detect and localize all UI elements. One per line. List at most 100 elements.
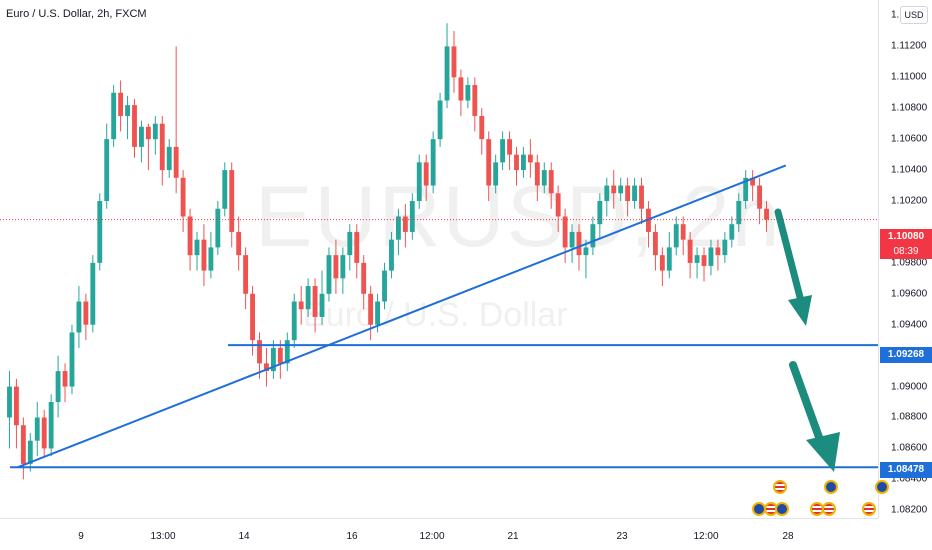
candle-body (375, 301, 381, 325)
candle-body (34, 417, 40, 441)
candle-body (666, 247, 672, 271)
time-tick-label: 12:00 (419, 531, 445, 542)
candle-body (444, 46, 450, 101)
price-tick-label: 1.10400 (891, 164, 928, 176)
candle-body (611, 185, 617, 194)
candle-body (680, 224, 686, 240)
candle-body (180, 177, 186, 217)
candle-body (215, 208, 221, 248)
candle-body (708, 247, 714, 266)
candle-body (194, 239, 200, 256)
candle-body (764, 208, 769, 220)
candle-body (534, 162, 540, 186)
level-1-price-label: 1.09268 (880, 347, 932, 363)
candle-body (48, 402, 54, 449)
candle-body (27, 440, 33, 464)
arrow-down-2-head (806, 432, 840, 472)
candle-body (451, 46, 457, 78)
candle-body (576, 231, 582, 256)
chart-title: Euro / U.S. Dollar, 2h, FXCM (6, 8, 147, 20)
us-event-icon[interactable] (862, 502, 876, 516)
candle-body (145, 126, 151, 140)
candle-body (298, 301, 304, 310)
candle-body (264, 363, 269, 372)
price-tick-label: 1.10600 (891, 133, 928, 145)
time-tick-label: 14 (238, 531, 250, 542)
candle-body (673, 224, 679, 248)
chart-pane[interactable]: EURUSD, 2h Euro / U.S. Dollar Euro / U.S… (0, 0, 878, 518)
time-tick-label: 12:00 (693, 531, 719, 542)
eu-event-icon[interactable] (875, 480, 889, 494)
trendline (17, 164, 787, 469)
candle-body (208, 247, 214, 271)
candle-body (555, 193, 561, 217)
candlestick-plot[interactable] (0, 0, 878, 518)
time-tick-label: 13:00 (150, 531, 176, 542)
candle-body (132, 105, 137, 147)
bar-countdown-label: 08:39 (880, 245, 932, 259)
candle-body (486, 139, 492, 186)
candle-body (507, 139, 512, 155)
candle-body (409, 201, 415, 232)
us-event-icon[interactable] (773, 480, 787, 494)
last-price-label: 1.10080 (880, 229, 932, 245)
candle-body (118, 92, 124, 116)
candle-body (270, 347, 276, 372)
candle-body (368, 293, 374, 325)
candle-body (625, 185, 631, 202)
candle-body (694, 255, 700, 263)
candle-body (500, 139, 506, 163)
candle-body (312, 286, 318, 317)
price-tick-label: 1.09600 (891, 288, 928, 300)
candle-body (701, 255, 707, 266)
candle-body (236, 231, 242, 256)
time-tick-label: 9 (78, 531, 84, 542)
candle-body (659, 255, 665, 271)
currency-button[interactable]: USD (900, 6, 928, 24)
candle-body (173, 146, 179, 178)
price-tick-label: 1.09000 (891, 381, 928, 393)
candle-body (62, 371, 68, 387)
price-tick-label: 1.08200 (891, 504, 928, 516)
candle-body (333, 255, 339, 279)
candle-body (632, 185, 637, 202)
candle-body (479, 115, 485, 140)
candle-body (521, 154, 526, 171)
time-tick-label: 21 (507, 531, 519, 542)
candle-body (55, 371, 61, 403)
candle-body (277, 347, 283, 364)
candle-body (159, 123, 165, 171)
price-tick-label: 1.09400 (891, 319, 928, 331)
candle-body (111, 92, 117, 140)
candle-body (305, 286, 311, 310)
price-tick-label: 1.08800 (891, 411, 928, 423)
eu-event-icon[interactable] (824, 480, 838, 494)
candle-body (395, 216, 401, 240)
candle-body (722, 239, 728, 256)
candle-body (347, 231, 353, 256)
price-tick-label: 1.11000 (891, 71, 927, 83)
candle-body (139, 126, 144, 147)
candle-body (284, 340, 290, 364)
candle-body (7, 386, 12, 418)
candle-body (326, 255, 332, 294)
candle-body (472, 85, 478, 116)
price-axis[interactable]: 1.114001.112001.110001.108001.106001.104… (878, 0, 932, 518)
eu-event-icon[interactable] (775, 502, 789, 516)
candle-body (354, 231, 360, 263)
candle-body (76, 301, 82, 333)
level-2-price-label: 1.08478 (880, 462, 932, 478)
candle-body (389, 239, 394, 271)
time-axis[interactable]: 9 13:00 14 16 12:00 21 23 12:00 28 (0, 518, 878, 550)
candle-body (597, 201, 603, 225)
candle-body (743, 177, 749, 202)
candle-body (402, 216, 408, 232)
price-tick-label: 1.08600 (891, 442, 928, 454)
price-tick-label: 1.10200 (891, 195, 928, 207)
candle-body (562, 216, 568, 248)
arrow-down-2-shaft (789, 361, 824, 444)
candle-body (416, 162, 422, 202)
us-event-icon[interactable] (822, 502, 836, 516)
candle-body (639, 185, 644, 209)
